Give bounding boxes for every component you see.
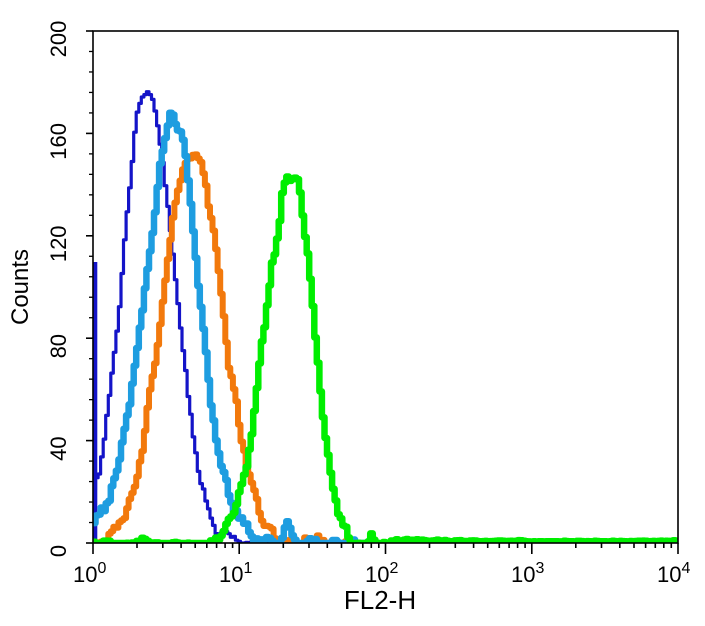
- svg-text:FL2-H: FL2-H: [344, 585, 416, 615]
- svg-text:101: 101: [219, 560, 252, 587]
- svg-text:102: 102: [365, 560, 398, 587]
- svg-text:Counts: Counts: [7, 249, 34, 325]
- svg-text:40: 40: [46, 436, 71, 460]
- svg-text:0: 0: [46, 545, 71, 557]
- svg-text:200: 200: [46, 21, 71, 58]
- svg-text:160: 160: [46, 123, 71, 160]
- svg-text:104: 104: [657, 560, 690, 587]
- svg-text:80: 80: [46, 334, 71, 358]
- svg-text:103: 103: [511, 560, 544, 587]
- svg-text:120: 120: [46, 225, 71, 262]
- svg-text:100: 100: [73, 560, 106, 587]
